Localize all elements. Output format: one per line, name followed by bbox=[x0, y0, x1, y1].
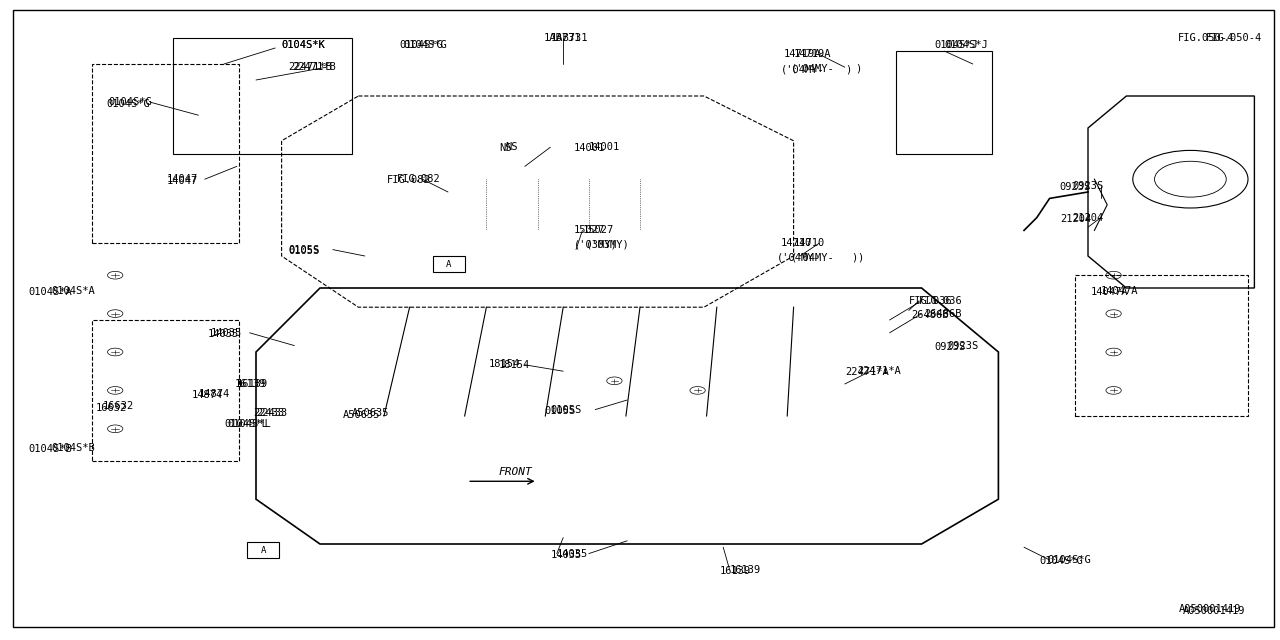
Text: A50635: A50635 bbox=[343, 410, 380, 420]
Text: 16139: 16139 bbox=[234, 379, 265, 389]
Bar bbox=[1075, 275, 1248, 416]
Text: 14710: 14710 bbox=[794, 238, 824, 248]
Text: FIG.036: FIG.036 bbox=[919, 296, 963, 306]
Text: NS: NS bbox=[499, 143, 512, 154]
Text: ): ) bbox=[851, 252, 858, 262]
Text: 0105S: 0105S bbox=[288, 246, 319, 256]
Text: 0105S: 0105S bbox=[544, 406, 575, 416]
Text: 21204: 21204 bbox=[1060, 214, 1091, 224]
Text: 0923S: 0923S bbox=[947, 340, 978, 351]
Text: 14001: 14001 bbox=[589, 142, 620, 152]
Text: FIG.050-4: FIG.050-4 bbox=[1206, 33, 1262, 44]
Text: 0104S*J: 0104S*J bbox=[945, 40, 988, 50]
Text: ('04MY-: ('04MY- bbox=[781, 64, 824, 74]
Text: ('03MY): ('03MY) bbox=[586, 239, 630, 250]
Text: 22471*A: 22471*A bbox=[858, 366, 901, 376]
Text: 18154: 18154 bbox=[489, 358, 520, 369]
Text: 0104S*G: 0104S*G bbox=[109, 97, 152, 108]
Bar bbox=[173, 38, 352, 154]
Text: 0104S*L: 0104S*L bbox=[224, 419, 268, 429]
Text: 18154: 18154 bbox=[499, 360, 530, 370]
Text: 26486B: 26486B bbox=[911, 310, 948, 320]
Text: A50635: A50635 bbox=[352, 408, 389, 418]
Text: A050001419: A050001419 bbox=[1179, 604, 1242, 614]
Text: 16139: 16139 bbox=[237, 379, 268, 389]
Text: 0923S: 0923S bbox=[934, 342, 965, 352]
Text: A: A bbox=[445, 259, 452, 269]
Text: 22433: 22433 bbox=[256, 408, 287, 418]
Text: 15027: 15027 bbox=[573, 225, 604, 236]
Text: 14710: 14710 bbox=[781, 238, 812, 248]
Text: 1AB731: 1AB731 bbox=[544, 33, 581, 44]
Text: 14035: 14035 bbox=[211, 328, 242, 338]
Text: 0104S*K: 0104S*K bbox=[282, 40, 325, 50]
Text: 22471*B: 22471*B bbox=[292, 62, 335, 72]
Text: FRONT: FRONT bbox=[499, 467, 532, 477]
Text: FIG.050-4: FIG.050-4 bbox=[1178, 33, 1234, 44]
Text: 14001: 14001 bbox=[573, 143, 604, 154]
Text: FIG.082: FIG.082 bbox=[387, 175, 430, 186]
Text: ('04MY-: ('04MY- bbox=[791, 63, 835, 74]
Text: FIG.082: FIG.082 bbox=[397, 174, 440, 184]
Bar bbox=[247, 542, 279, 558]
Text: 14874: 14874 bbox=[192, 390, 223, 400]
Text: 0104S*G: 0104S*G bbox=[1047, 555, 1091, 565]
Text: 14035: 14035 bbox=[550, 550, 581, 560]
Bar bbox=[896, 51, 992, 154]
Text: 26486B: 26486B bbox=[924, 308, 961, 319]
Text: 14874: 14874 bbox=[198, 388, 229, 399]
Text: 14047A: 14047A bbox=[1091, 287, 1128, 298]
Text: 22471*B: 22471*B bbox=[288, 62, 332, 72]
Text: 0105S: 0105S bbox=[550, 404, 581, 415]
Text: 16139: 16139 bbox=[719, 566, 750, 576]
Text: 0104S*G: 0104S*G bbox=[399, 40, 443, 50]
Text: 0104S*A: 0104S*A bbox=[51, 286, 95, 296]
Text: 0923S: 0923S bbox=[1073, 180, 1103, 191]
Text: ('03MY): ('03MY) bbox=[573, 239, 617, 250]
Text: 22433: 22433 bbox=[253, 408, 284, 418]
Text: 15027: 15027 bbox=[582, 225, 613, 236]
Text: 22471*A: 22471*A bbox=[845, 367, 888, 378]
Text: 21204: 21204 bbox=[1073, 212, 1103, 223]
Text: 16139: 16139 bbox=[730, 564, 760, 575]
Text: NS: NS bbox=[506, 142, 518, 152]
Text: ('04MY-: ('04MY- bbox=[791, 252, 835, 262]
Text: ('04MY-: ('04MY- bbox=[777, 252, 820, 262]
Text: A: A bbox=[260, 545, 266, 555]
Text: 0104S*G: 0104S*G bbox=[403, 40, 447, 50]
Bar bbox=[92, 320, 239, 461]
Text: ): ) bbox=[855, 63, 861, 74]
Text: 14047: 14047 bbox=[166, 174, 197, 184]
Text: 16632: 16632 bbox=[96, 403, 127, 413]
Text: 0104S*B: 0104S*B bbox=[28, 444, 72, 454]
Text: 14035: 14035 bbox=[207, 329, 238, 339]
Text: 14719A: 14719A bbox=[783, 49, 820, 60]
Text: 14047A: 14047A bbox=[1101, 286, 1138, 296]
Text: 0105S: 0105S bbox=[288, 244, 319, 255]
Text: 14719A: 14719A bbox=[794, 49, 831, 60]
Text: ): ) bbox=[858, 252, 864, 262]
Text: 14047: 14047 bbox=[166, 176, 197, 186]
Text: 0104S*G: 0104S*G bbox=[106, 99, 150, 109]
Text: 0104S*J: 0104S*J bbox=[934, 40, 978, 50]
Text: ): ) bbox=[845, 64, 851, 74]
Text: 0104S*K: 0104S*K bbox=[282, 40, 325, 50]
Text: 0104S*G: 0104S*G bbox=[1039, 556, 1083, 566]
Text: 0104S*L: 0104S*L bbox=[228, 419, 271, 429]
Text: 0923S: 0923S bbox=[1060, 182, 1091, 192]
Text: 14035: 14035 bbox=[557, 548, 588, 559]
Bar bbox=[92, 64, 239, 243]
Text: 1AB731: 1AB731 bbox=[550, 33, 588, 44]
Text: A050001419: A050001419 bbox=[1183, 605, 1245, 616]
Text: FIG.036: FIG.036 bbox=[909, 296, 952, 306]
Text: 0104S*B: 0104S*B bbox=[51, 443, 95, 453]
Bar bbox=[433, 256, 465, 272]
Text: 16632: 16632 bbox=[102, 401, 133, 412]
Text: 0104S*A: 0104S*A bbox=[28, 287, 72, 298]
